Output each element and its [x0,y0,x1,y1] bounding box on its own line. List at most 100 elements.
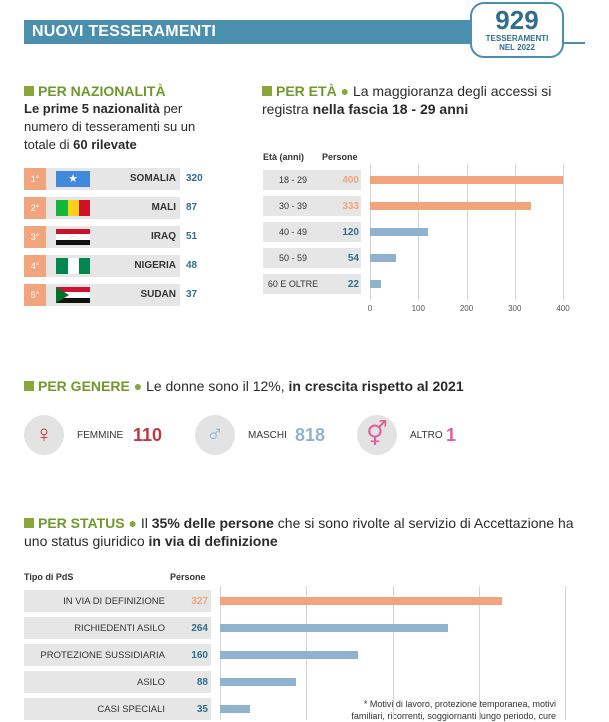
nationality-row: 5° SUDAN 37 [24,284,197,306]
status-row-bg [24,617,211,639]
status-value-label: 88 [196,677,208,688]
age-category-label: 60 E OLTRE [267,279,319,289]
nationality-row: 2° MALI 87 [24,197,197,219]
status-bar [220,705,251,713]
age-tick-label: 400 [556,304,570,313]
status-bar [220,597,503,605]
status-value-label: 160 [191,650,208,661]
age-bar [370,176,563,184]
status-gridline [478,586,480,720]
country-value: 51 [186,231,198,242]
sudan-flag-icon [56,287,90,303]
status-bar [220,651,358,659]
total-badge: 929 TESSERAMENTI NEL 2022 [470,2,564,58]
age-tick-label: 100 [411,304,425,313]
age-value-label: 54 [347,253,359,264]
footnote-line-2: familiari, ricorrenti, soggiornanti lung… [351,711,556,721]
status-section-heading: PER STATUS ● Il 35% delle persone che si… [24,515,574,549]
nationality-description: Le prime 5 nazionalità per numero di tes… [24,101,196,152]
status-category-label: PROTEZIONE SUSSIDIARIA [40,650,165,661]
status-value-label: 35 [196,704,208,715]
gender-count: 1 [446,425,457,445]
rank-badge: 3° [24,226,46,248]
status-row-bg [24,590,211,612]
status-category-label: RICHIEDENTI ASILO [74,623,165,634]
status-col-category: Tipo di PdS [24,572,74,582]
total-count: 929 [495,5,539,35]
age-tick-label: 0 [367,304,373,313]
rank-badge: 2° [24,197,46,219]
age-row-bg [263,274,361,294]
nigeria-flag-icon [56,258,90,274]
age-category-label: 18 - 29 [278,175,308,185]
footnote-line-1: * Motivi di lavoro, protezione temporane… [363,699,556,709]
age-category-label: 30 - 39 [278,201,308,211]
status-value-label: 327 [191,596,208,607]
age-bar [370,254,397,262]
gender-count: 818 [295,425,326,445]
somalia-flag-icon: ★ [56,171,90,187]
age-gridline [514,164,516,300]
country-name: MALI [151,202,176,213]
age-row-bg [263,222,361,242]
altro-gender-icon: ⚥ [357,415,397,455]
status-category-label: IN VIA DI DEFINIZIONE [63,596,165,607]
femmine-gender-icon: ♀ [24,415,64,455]
gender-section-heading: PER GENERE ● Le donne sono il 12%, in cr… [24,377,584,395]
country-name: SOMALIA [129,173,176,184]
age-gridline [466,164,468,300]
status-bar [220,678,296,686]
age-bar [370,280,381,288]
status-gridline [392,586,394,720]
mali-flag-icon [56,200,90,216]
status-footnote: * Motivi di lavoro, protezione temporane… [330,698,556,722]
status-col-value: Persone [170,572,206,582]
status-row-bg [24,671,211,693]
age-tick-label: 300 [508,304,522,313]
age-bar [370,228,428,236]
country-value: 37 [186,289,198,300]
age-row-bg [263,248,361,268]
status-row-bg [24,698,211,720]
age-category-label: 50 - 59 [278,253,308,263]
age-value-label: 400 [342,175,359,186]
nationality-row: 3° ·∙· IRAQ 51 [24,226,197,248]
status-category-label: ASILO [137,677,165,688]
rank-badge: 1° [24,168,46,190]
country-name: IRAQ [151,231,176,242]
country-name: SUDAN [140,289,176,300]
gender-count: 110 [133,425,163,445]
status-gridline [565,586,566,720]
gender-label: MASCHI [248,430,287,441]
header-bar: NUOVI TESSERAMENTI [24,20,470,44]
age-col-category: Età (anni) [263,152,305,162]
age-section-heading: PER ETÀ ● La maggioranza degli accessi s… [262,83,552,117]
country-name: NIGERIA [134,260,176,271]
page-title: NUOVI TESSERAMENTI [32,23,217,40]
nationality-row: 1° ★ SOMALIA 320 [24,168,203,190]
nationality-section-heading: PER NAZIONALITÀ [24,82,244,100]
rank-badge: 4° [24,255,46,277]
age-tick-label: 200 [459,304,474,313]
total-label-2: NEL 2022 [499,43,535,52]
status-row-bg [24,644,211,666]
age-category-label: 40 - 49 [278,227,308,237]
age-value-label: 120 [342,227,359,238]
age-row-bg [263,170,361,190]
status-value-label: 264 [191,623,208,634]
total-label-1: TESSERAMENTI [485,34,549,43]
gender-label: FEMMINE [77,430,124,441]
country-value: 48 [186,260,198,271]
age-value-label: 22 [347,279,359,290]
age-gridline [563,164,564,300]
status-category-label: CASI SPECIALI [97,704,165,715]
age-col-value: Persone [322,152,358,162]
maschi-gender-icon: ♂ [195,415,235,455]
gender-label: ALTRO [410,430,443,441]
iraq-flag-icon: ·∙· [56,229,90,245]
status-bar [220,624,448,632]
nationality-row: 4° NIGERIA 48 [24,255,197,277]
country-value: 320 [186,173,203,184]
country-value: 87 [186,202,198,213]
age-row-bg [263,196,361,216]
